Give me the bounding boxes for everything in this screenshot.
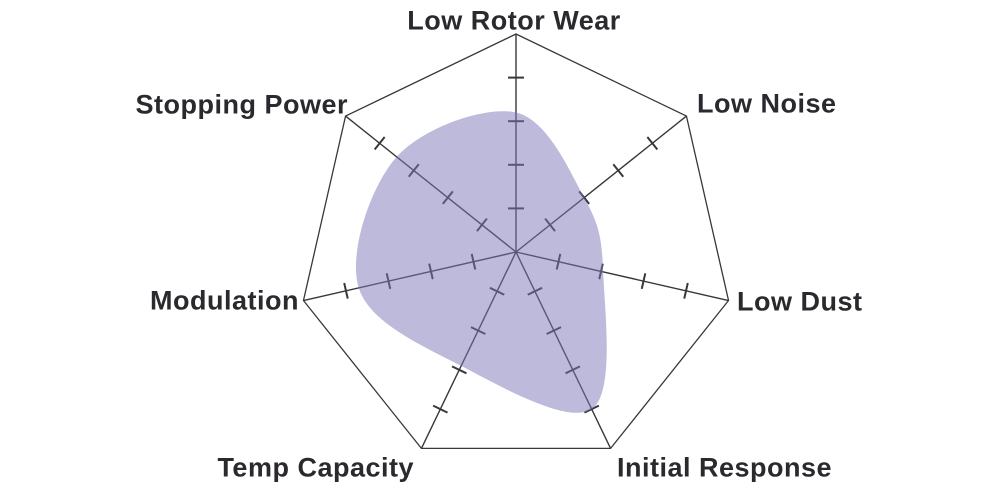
axis-label-initial-response: Initial Response (617, 452, 833, 483)
axis-label-modulation: Modulation (150, 285, 299, 316)
axis-label-temp-capacity: Temp Capacity (217, 452, 414, 483)
radar-outer-polygon (302, 33, 730, 450)
axis-label-low-rotor-wear: Low Rotor Wear (407, 5, 621, 36)
axis-label-stopping-power: Stopping Power (135, 89, 348, 120)
axis-label-low-noise: Low Noise (697, 88, 837, 119)
radar-data-area (355, 111, 607, 413)
axis-label-low-dust: Low Dust (737, 286, 863, 317)
